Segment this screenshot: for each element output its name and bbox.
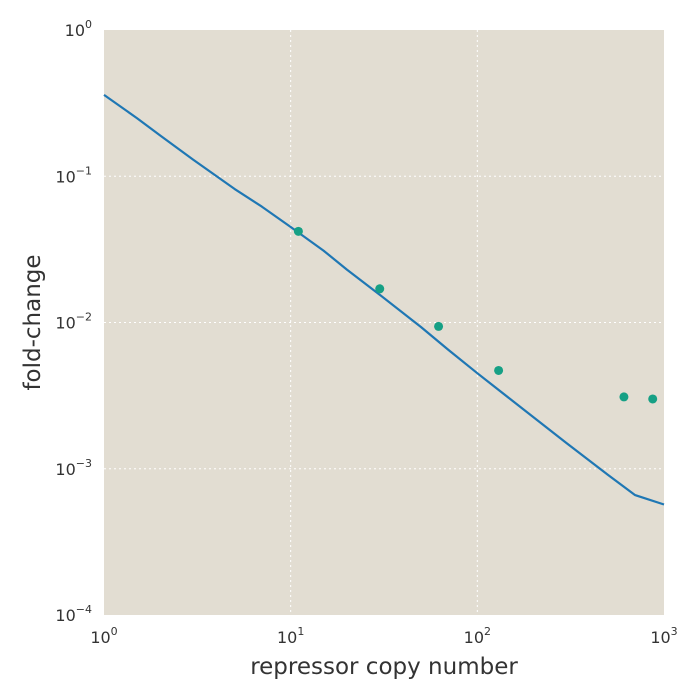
data-point	[619, 392, 629, 402]
data-point	[494, 365, 504, 375]
x-tick-label: 101	[277, 625, 304, 647]
x-tick-labels: 100 101 102 103	[90, 625, 677, 647]
x-tick-label: 100	[90, 625, 117, 647]
data-point	[434, 321, 444, 331]
y-tick-label: 10−1	[55, 164, 92, 186]
data-point	[648, 394, 658, 404]
y-tick-label: 10−2	[55, 311, 92, 333]
fit-line	[103, 94, 665, 506]
data-point	[375, 284, 385, 294]
grid	[104, 30, 664, 615]
y-tick-labels: 10−4 10−3 10−2 10−1 100	[55, 18, 92, 625]
y-tick-label: 100	[65, 18, 92, 40]
scatter-series-layer	[293, 226, 658, 404]
data-point	[293, 226, 303, 236]
y-tick-label: 10−3	[55, 457, 92, 479]
y-axis-label: fold-change	[20, 254, 46, 390]
line-series-layer	[103, 94, 665, 506]
x-tick-label: 102	[464, 625, 491, 647]
x-tick-label: 103	[650, 625, 677, 647]
y-tick-label: 10−4	[55, 603, 92, 625]
x-axis-label: repressor copy number	[250, 654, 518, 680]
